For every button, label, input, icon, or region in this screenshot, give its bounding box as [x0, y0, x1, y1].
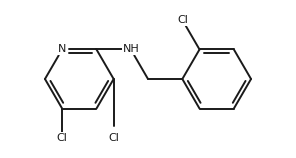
- Text: Cl: Cl: [177, 15, 188, 25]
- Text: NH: NH: [123, 44, 139, 55]
- Text: Cl: Cl: [57, 133, 67, 143]
- Text: N: N: [58, 44, 66, 55]
- Text: Cl: Cl: [108, 133, 119, 143]
